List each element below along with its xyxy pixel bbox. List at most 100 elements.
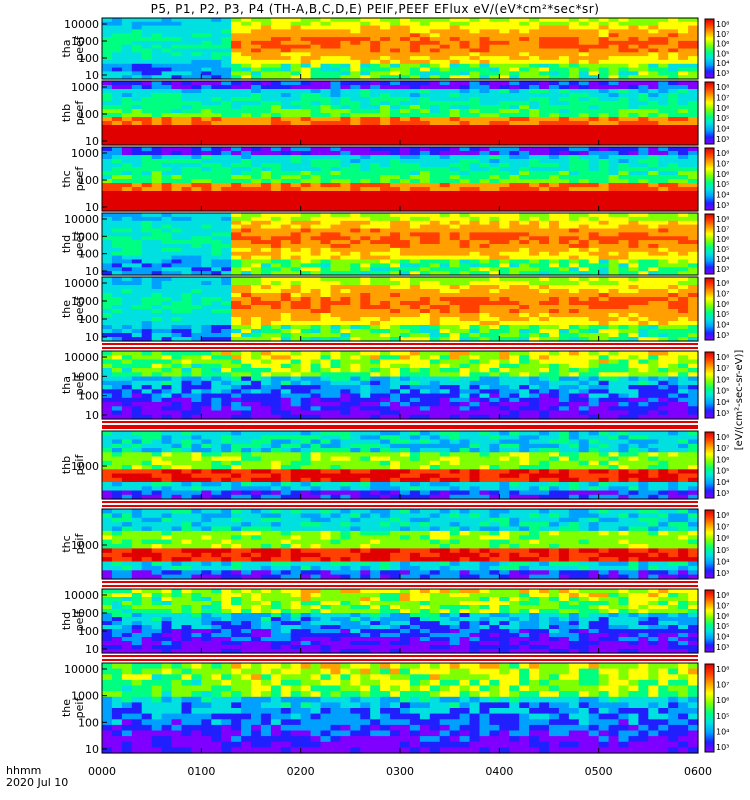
heatmap-cell [459,167,471,172]
heatmap-cell [380,203,391,208]
heatmap-cell [608,167,620,172]
heatmap-cell [280,59,292,65]
heatmap-cell [429,63,441,69]
heatmap-cell [241,37,252,42]
heatmap-cell [360,187,371,192]
heatmap-cell [211,191,222,196]
heatmap-cell [459,213,471,218]
heatmap-cell [350,195,361,200]
heatmap-cell [608,220,620,226]
heatmap-cell [241,305,252,310]
heatmap-cell [578,213,590,218]
heatmap-cell [588,63,600,69]
heatmap-cell [211,37,222,42]
heatmap-cell [519,75,530,80]
heatmap-cell [290,255,302,261]
heatmap-cell [578,285,590,290]
heatmap-cell [241,255,252,261]
heatmap-cell [161,255,173,261]
heatmap-cell [539,113,550,118]
heatmap-cell [260,151,272,156]
heatmap-cell [429,129,441,134]
heatmap-cell [429,228,441,233]
heatmap-cell [171,75,182,80]
heatmap-cell [151,228,163,233]
heatmap-cell [141,199,153,204]
heatmap-cell [251,321,262,326]
heatmap-cell [191,167,202,172]
heatmap-cell [151,101,163,106]
heatmap-cell [688,29,699,34]
heatmap-cell [400,101,411,106]
heatmap-cell [668,179,679,184]
heatmap-cell [688,255,699,261]
heatmap-cell [529,48,540,53]
heatmap-cell [400,251,411,257]
heatmap-cell [469,305,480,310]
heatmap-cell [469,293,480,298]
heatmap-cell [578,67,590,72]
heatmap-cell [658,93,669,98]
heatmap-cell [340,297,351,302]
heatmap-cell [171,81,182,86]
heatmap-cell [409,89,421,94]
heatmap-cell [390,33,401,38]
heatmap-cell [489,59,500,65]
heatmap-cell [658,289,669,294]
heatmap-cell [558,321,570,326]
heatmap-cell [370,44,381,50]
heatmap-cell [519,97,530,102]
heatmap-cell [568,228,580,233]
heatmap-cell [300,117,312,122]
heatmap-cell [340,259,351,264]
heatmap-cell [370,33,381,38]
heatmap-cell [241,151,252,156]
heatmap-cell [529,232,540,237]
heatmap-cell [529,40,540,46]
heatmap-cell [539,351,550,356]
heatmap-cell [439,117,451,122]
heatmap-cell [121,67,133,72]
heatmap-cell [251,121,262,126]
heatmap-cell [469,167,480,172]
heatmap-cell [578,113,590,118]
heatmap-cell [648,67,659,72]
heatmap-cell [360,109,371,114]
y-axis-label-probe: thd [60,235,73,253]
heatmap-cell [102,187,113,192]
heatmap-cell [688,277,699,282]
heatmap-cell [151,355,163,361]
heatmap-cell [400,29,411,34]
heatmap-cell [161,133,173,138]
heatmap-cell [241,179,252,184]
heatmap-cell [678,325,689,330]
heatmap-cell [688,25,699,30]
heatmap-cell [509,329,520,334]
heatmap-cell [499,337,510,342]
heatmap-cell [102,33,113,38]
heatmap-cell [668,97,679,102]
heatmap-cell [300,228,312,233]
heatmap-cell [558,329,570,334]
heatmap-cell [628,251,639,257]
heatmap-cell [539,195,550,200]
heatmap-cell [419,93,431,98]
heatmap-cell [568,187,580,192]
heatmap-cell [658,220,669,226]
heatmap-cell [102,101,113,106]
heatmap-cell [558,228,570,233]
heatmap-cell [598,301,610,306]
heatmap-cell [251,175,262,180]
heatmap-cell [558,18,570,23]
heatmap-cell [658,113,669,118]
heatmap-cell [260,141,272,146]
heatmap-cell [290,71,302,76]
heatmap-cell [251,325,262,330]
heatmap-cell [181,355,192,361]
heatmap-cell [439,195,451,200]
heatmap-cell [330,244,341,249]
heatmap-cell [499,224,510,230]
heatmap-cell [449,21,461,27]
heatmap-cell [320,301,331,306]
heatmap-cell [568,21,580,27]
